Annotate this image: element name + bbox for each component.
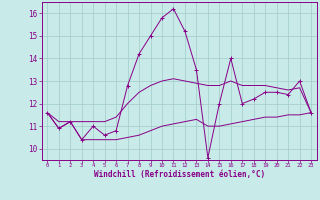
X-axis label: Windchill (Refroidissement éolien,°C): Windchill (Refroidissement éolien,°C) — [94, 170, 265, 179]
